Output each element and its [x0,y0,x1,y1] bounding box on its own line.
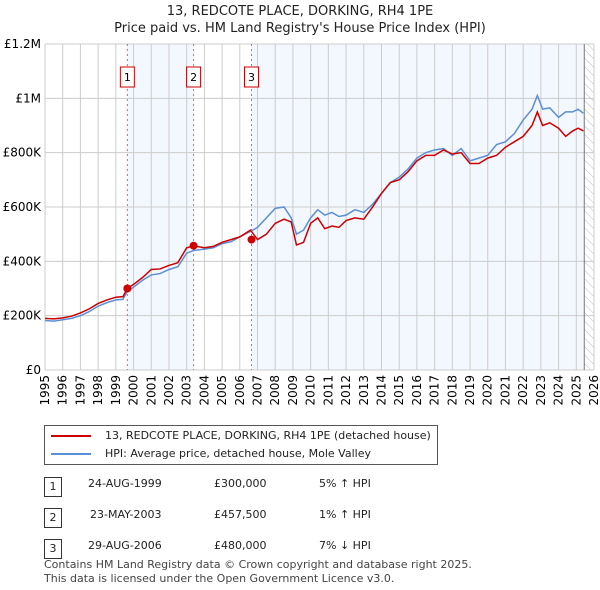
x-tick-label: 2000 [127,375,141,406]
legend-hpi-label: HPI: Average price, detached house, Mole… [105,447,371,460]
x-tick-label: 2011 [321,375,335,406]
sale-point [189,241,198,250]
x-tick-label: 2008 [268,375,282,406]
x-tick-label: 1997 [73,375,87,406]
x-tick-label: 2004 [197,375,211,406]
footer-license: This data is licensed under the Open Gov… [44,572,395,585]
y-tick-label: £600K [3,200,43,214]
x-tick-label: 2018 [445,375,459,406]
x-tick-label: 2012 [339,375,353,406]
x-tick-label: 2024 [552,375,566,406]
x-tick-label: 2025 [569,375,583,406]
footer-copyright: Contains HM Land Registry data © Crown c… [44,558,472,571]
x-tick-label: 1999 [109,375,123,406]
x-tick-label: 2010 [304,375,318,406]
sale-point [123,284,132,293]
x-tick-label: 2003 [180,375,194,406]
sale-label-box [119,66,135,88]
x-tick-label: 1998 [91,375,105,406]
sale-point [247,235,256,244]
price-paid-line [44,109,584,320]
sale-label-box [243,66,259,88]
x-tick-label: 2009 [286,375,300,406]
sale-label-box [186,66,202,88]
sale-price: £480,000 [214,539,267,552]
x-tick-label: 2017 [428,375,442,406]
footer: Contains HM Land Registry data © Crown c… [44,558,472,586]
x-tick-label: 2006 [233,375,247,406]
hpi-line [44,93,584,322]
legend-blue-line [51,453,91,455]
sale-number: 3 [44,539,62,559]
sale-hpi: 1% ↑ HPI [319,508,371,521]
x-tick-label: 2001 [144,375,158,406]
x-tick-label: 2002 [162,375,176,406]
sale-row-2: 2 23-MAY-2003 £457,500 1% ↑ HPI [44,505,444,528]
sale-date: 24-AUG-1999 [88,477,162,490]
sale-row-1: 1 24-AUG-1999 £300,000 5% ↑ HPI [44,474,444,497]
y-tick-label: £0 [26,363,41,377]
sale-price: £300,000 [214,477,267,490]
chart-title: 13, REDCOTE PLACE, DORKING, RH4 1PE [166,4,434,19]
sale-price: £457,500 [214,508,267,521]
x-tick-label: 2026 [587,375,600,406]
sale-row-3: 3 29-AUG-2006 £480,000 7% ↓ HPI [44,536,444,559]
x-tick-label: 1995 [38,375,52,406]
x-tick-label: 2014 [374,375,388,406]
x-tick-label: 2016 [410,375,424,406]
x-tick-label: 2022 [516,375,530,406]
x-tick-label: 1996 [56,375,70,406]
x-tick-label: 2015 [392,375,406,406]
x-tick-label: 2023 [534,375,548,406]
sale-hpi: 5% ↑ HPI [319,477,371,490]
sale-label: 2 [190,71,197,84]
legend-red-line [51,435,91,437]
sale-label: 1 [124,71,131,84]
x-tick-label: 2019 [463,375,477,406]
sale-label: 3 [248,71,255,84]
x-tick-label: 2021 [498,375,512,406]
x-tick-label: 2013 [357,375,371,406]
sale-number: 2 [44,508,62,528]
x-tick-label: 2007 [251,375,265,406]
chart-subtitle: Price paid vs. HM Land Registry's House … [114,21,486,36]
sale-date: 29-AUG-2006 [88,539,162,552]
y-tick-label: £1M [15,91,41,105]
sale-date: 23-MAY-2003 [90,508,162,521]
legend-property-label: 13, REDCOTE PLACE, DORKING, RH4 1PE (det… [105,429,431,442]
y-tick-label: £1.2M [4,37,41,51]
y-tick-label: £200K [3,309,43,323]
y-tick-label: £400K [3,254,43,268]
sale-hpi: 7% ↓ HPI [319,539,371,552]
sale-number: 1 [44,477,62,497]
x-tick-label: 2020 [481,375,495,406]
legend: 13, REDCOTE PLACE, DORKING, RH4 1PE (det… [44,425,438,465]
x-tick-label: 2005 [215,375,229,406]
y-tick-label: £800K [3,146,43,160]
